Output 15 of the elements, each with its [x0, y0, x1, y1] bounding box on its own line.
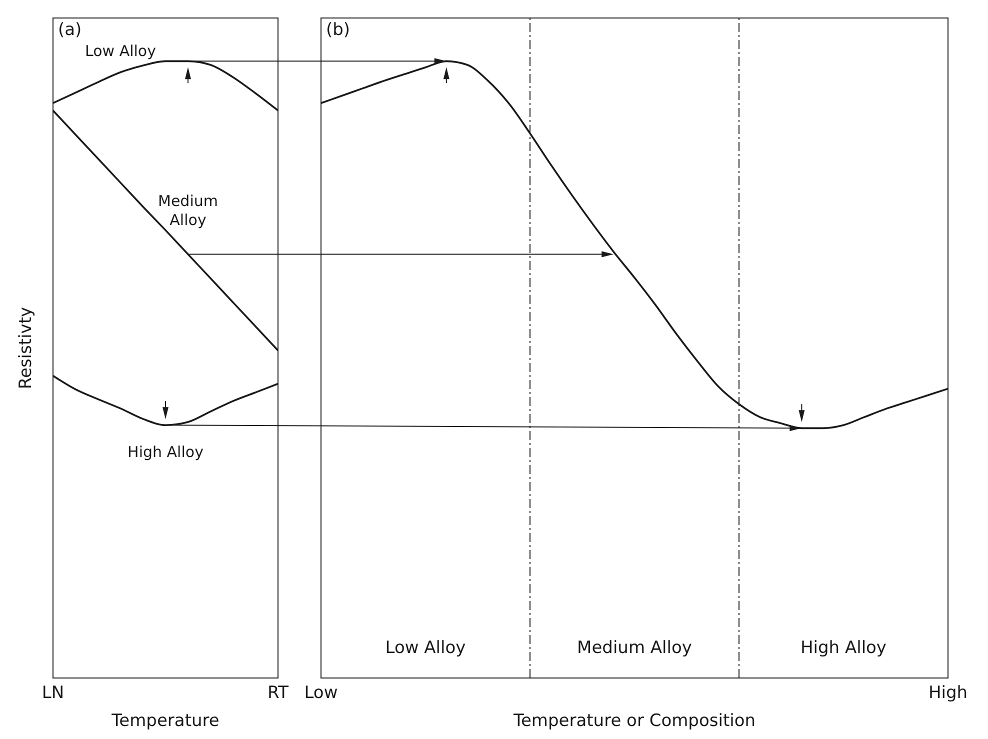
- x-tick-label: High: [928, 683, 968, 704]
- x-axis-title: Temperature: [110, 711, 220, 731]
- series-label: Medium Alloy: [157, 192, 219, 230]
- annotation: High Alloy: [799, 638, 888, 658]
- x-tick-label: RT: [268, 683, 290, 704]
- annotation: Medium Alloy: [576, 638, 693, 658]
- annotation: Low Alloy: [384, 638, 467, 658]
- series-label: Low Alloy: [84, 42, 157, 62]
- chart-title: (a): [58, 20, 82, 40]
- chart-title: (b): [326, 20, 350, 40]
- x-tick-label: Low: [304, 683, 338, 704]
- y-axis-title: Resistivty: [16, 306, 36, 390]
- x-axis-title: Temperature or Composition: [512, 711, 756, 731]
- series-label: High Alloy: [126, 443, 204, 462]
- x-tick-label: LN: [42, 683, 64, 704]
